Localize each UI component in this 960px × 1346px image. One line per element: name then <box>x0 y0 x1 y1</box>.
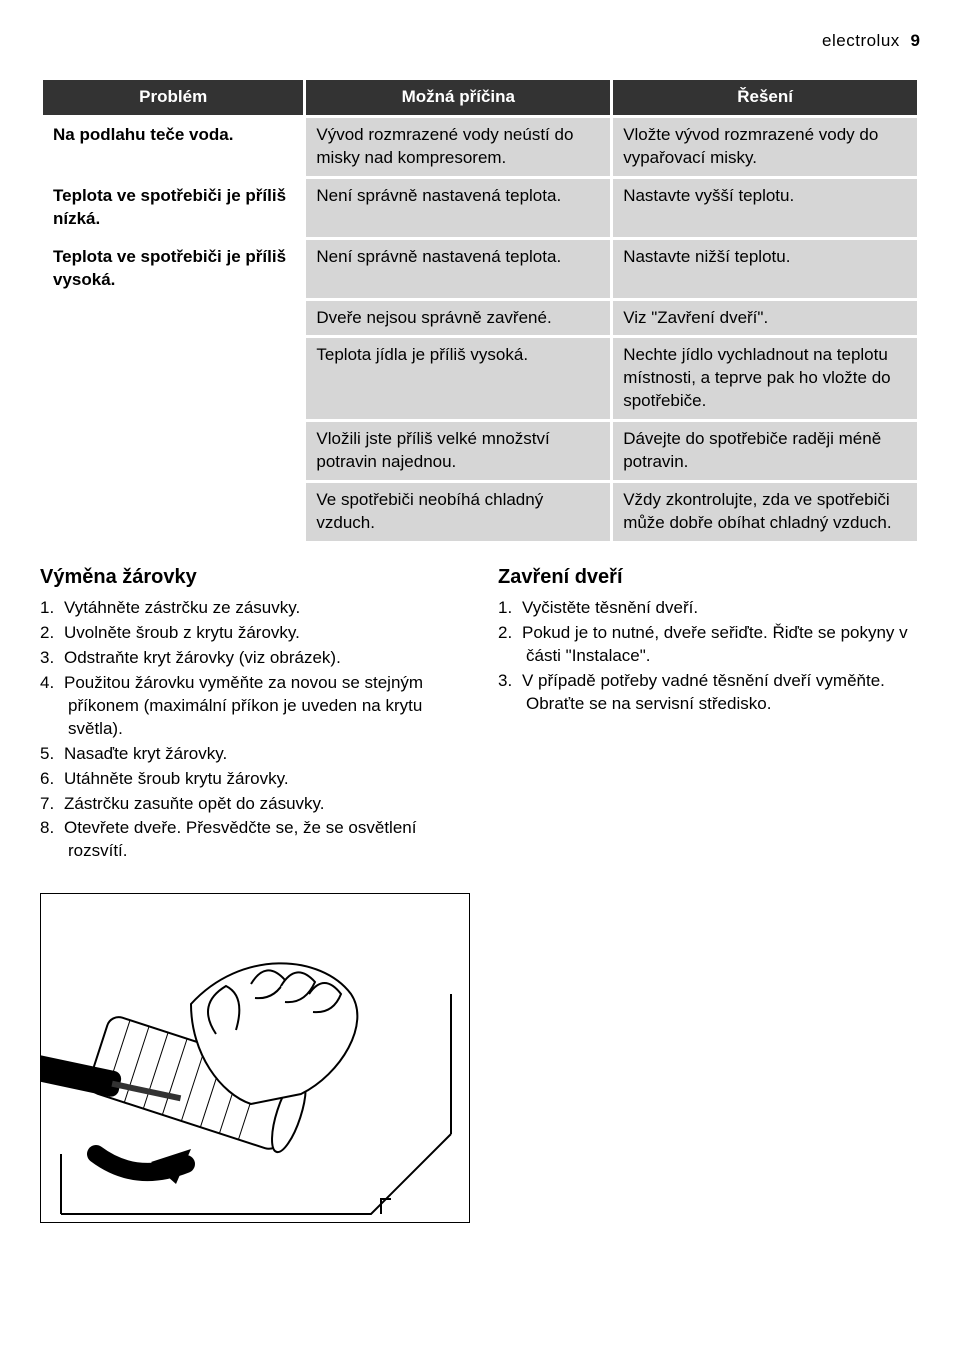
cell-cause: Vložili jste příliš velké množství potra… <box>306 422 610 480</box>
col-header-solution: Řešení <box>613 80 917 115</box>
col-header-problem: Problém <box>43 80 303 115</box>
cell-problem <box>43 338 303 419</box>
right-column: Zavření dveří Vyčistěte těsnění dveří.Po… <box>498 564 920 1223</box>
troubleshooting-table: Problém Možná příčina Řešení Na podlahu … <box>40 77 920 544</box>
left-section-title: Výměna žárovky <box>40 564 470 591</box>
cell-cause: Vývod rozmrazené vody neústí do misky na… <box>306 118 610 176</box>
cell-solution: Dávejte do spotřebiče raději méně potrav… <box>613 422 917 480</box>
right-section-title: Zavření dveří <box>498 564 920 591</box>
col-header-cause: Možná příčina <box>306 80 610 115</box>
cell-problem: Na podlahu teče voda. <box>43 118 303 176</box>
table-row: Teplota jídla je příliš vysoká.Nechte jí… <box>43 338 917 419</box>
cell-solution: Nastavte nižší teplotu. <box>613 240 917 298</box>
left-column: Výměna žárovky Vytáhněte zástrčku ze zás… <box>40 564 470 1223</box>
cell-cause: Není správně nastavená teplota. <box>306 179 610 237</box>
brand-text: electrolux <box>822 31 900 50</box>
table-row: Na podlahu teče voda.Vývod rozmrazené vo… <box>43 118 917 176</box>
list-item: V případě potřeby vadné těsnění dveří vy… <box>498 670 920 716</box>
cell-solution: Vložte vývod rozmrazené vody do vypařova… <box>613 118 917 176</box>
cell-cause: Není správně nastavená teplota. <box>306 240 610 298</box>
cell-solution: Viz "Zavření dveří". <box>613 301 917 336</box>
door-close-steps: Vyčistěte těsnění dveří.Pokud je to nutn… <box>498 597 920 716</box>
list-item: Utáhněte šroub krytu žárovky. <box>40 768 470 791</box>
page-number: 9 <box>911 31 920 50</box>
table-row: Ve spotřebiči neobíhá chladný vzduch.Vžd… <box>43 483 917 541</box>
cell-cause: Dveře nejsou správně zavřené. <box>306 301 610 336</box>
cell-problem <box>43 301 303 336</box>
list-item: Vytáhněte zástrčku ze zásuvky. <box>40 597 470 620</box>
list-item: Pokud je to nutné, dveře seřiďte. Řiďte … <box>498 622 920 668</box>
cell-problem: Teplota ve spotřebiči je příliš nízká. <box>43 179 303 237</box>
list-item: Nasaďte kryt žárovky. <box>40 743 470 766</box>
bulb-replace-steps: Vytáhněte zástrčku ze zásuvky.Uvolněte š… <box>40 597 470 863</box>
cell-problem <box>43 483 303 541</box>
cell-problem <box>43 422 303 480</box>
cell-solution: Nechte jídlo vychladnout na teplotu míst… <box>613 338 917 419</box>
bulb-illustration <box>40 893 470 1223</box>
table-row: Teplota ve spotřebiči je příliš vysoká.N… <box>43 240 917 298</box>
list-item: Otevřete dveře. Přesvědčte se, že se osv… <box>40 817 470 863</box>
table-row: Teplota ve spotřebiči je příliš nízká.Ne… <box>43 179 917 237</box>
page-header: electrolux 9 <box>40 30 920 53</box>
list-item: Odstraňte kryt žárovky (viz obrázek). <box>40 647 470 670</box>
list-item: Vyčistěte těsnění dveří. <box>498 597 920 620</box>
table-row: Vložili jste příliš velké množství potra… <box>43 422 917 480</box>
two-column-body: Výměna žárovky Vytáhněte zástrčku ze zás… <box>40 564 920 1223</box>
cell-cause: Ve spotřebiči neobíhá chladný vzduch. <box>306 483 610 541</box>
cell-problem: Teplota ve spotřebiči je příliš vysoká. <box>43 240 303 298</box>
cell-solution: Nastavte vyšší teplotu. <box>613 179 917 237</box>
list-item: Uvolněte šroub z krytu žárovky. <box>40 622 470 645</box>
cell-solution: Vždy zkontrolujte, zda ve spotřebiči můž… <box>613 483 917 541</box>
list-item: Použitou žárovku vyměňte za novou se ste… <box>40 672 470 741</box>
list-item: Zástrčku zasuňte opět do zásuvky. <box>40 793 470 816</box>
cell-cause: Teplota jídla je příliš vysoká. <box>306 338 610 419</box>
table-row: Dveře nejsou správně zavřené.Viz "Zavřen… <box>43 301 917 336</box>
